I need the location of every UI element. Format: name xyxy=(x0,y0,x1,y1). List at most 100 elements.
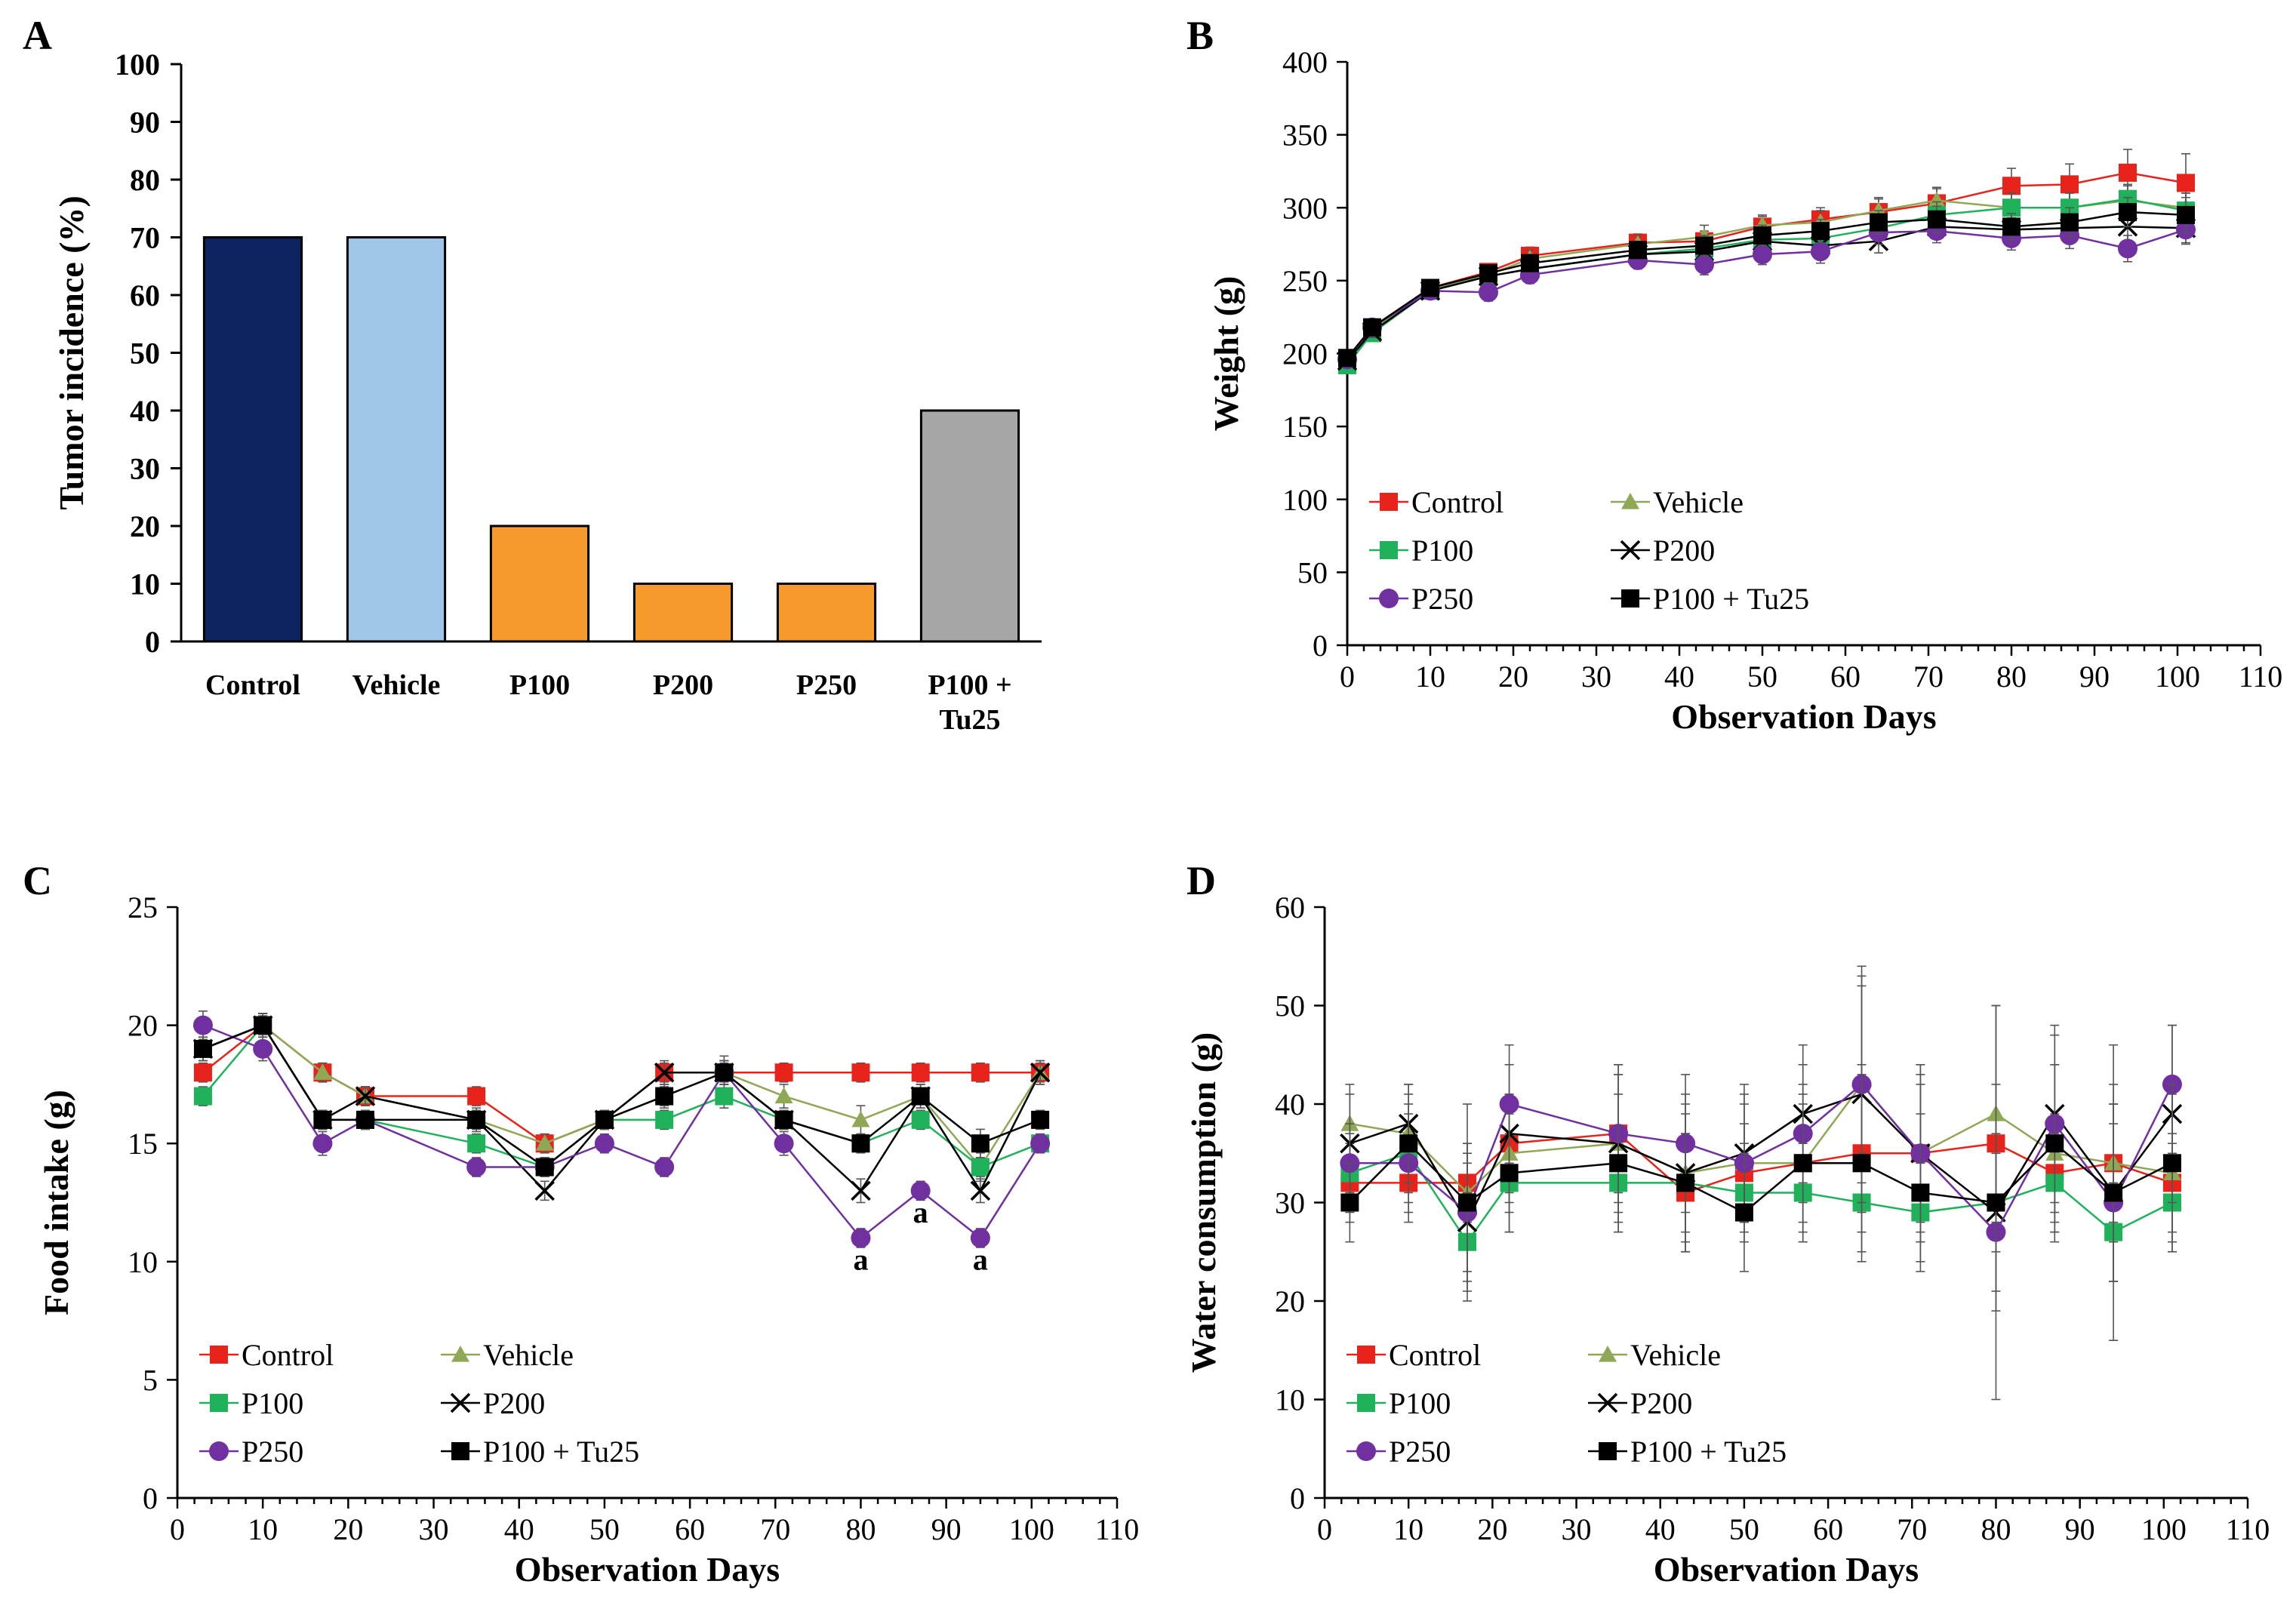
legend-marker xyxy=(210,1394,228,1412)
series-line xyxy=(1349,1152,2173,1244)
data-point xyxy=(654,1157,675,1177)
data-point xyxy=(654,1063,675,1083)
legend-marker xyxy=(1380,541,1398,559)
data-point xyxy=(2177,205,2195,224)
x-tick-label: 50 xyxy=(1747,660,1777,694)
legend-label: Control xyxy=(1389,1338,1481,1372)
legend-label: P100 + Tu25 xyxy=(1630,1435,1787,1469)
legend-item-control: Control xyxy=(199,1338,334,1372)
series-p100-tu25 xyxy=(1340,1004,2181,1401)
y-tick-label: 40 xyxy=(130,394,160,428)
data-point xyxy=(2104,1183,2123,1202)
legend-item-p200: P200 xyxy=(1588,1386,1692,1420)
y-tick-label: 0 xyxy=(1290,1481,1305,1515)
data-point xyxy=(1340,1193,1359,1212)
legend-marker xyxy=(450,1392,471,1413)
data-point-stroke xyxy=(654,1063,675,1083)
legend-label: P100 xyxy=(1389,1386,1451,1420)
x-category-label: Control xyxy=(205,669,300,701)
data-point xyxy=(2061,175,2079,194)
y-tick-label: 350 xyxy=(1282,118,1328,152)
data-point xyxy=(1479,282,1498,303)
x-tick-label: 0 xyxy=(1317,1512,1332,1546)
x-tick-label: 10 xyxy=(1393,1512,1423,1546)
legend-marker xyxy=(1599,1346,1617,1362)
legend-marker xyxy=(1597,1392,1618,1413)
data-point xyxy=(1521,254,1539,272)
x-tick-label: 60 xyxy=(1813,1512,1843,1546)
y-tick-label: 50 xyxy=(1297,555,1328,589)
data-point xyxy=(774,1110,793,1129)
legend-marker xyxy=(1356,1441,1376,1461)
data-point xyxy=(535,1158,554,1177)
data-point xyxy=(313,1063,332,1080)
x-category-label: Tu25 xyxy=(940,704,1001,736)
legend-item-vehicle: Vehicle xyxy=(1588,1338,1721,1372)
legend-marker xyxy=(1599,1442,1617,1460)
legend-item-vehicle: Vehicle xyxy=(441,1338,574,1372)
data-point xyxy=(466,1157,487,1177)
y-tick-label: 20 xyxy=(128,1009,158,1043)
legend-item-vehicle: Vehicle xyxy=(1611,485,1744,519)
legend-label: Vehicle xyxy=(1630,1338,1721,1372)
legend-label: Control xyxy=(1411,485,1503,519)
legend-marker xyxy=(1620,540,1641,561)
data-point xyxy=(1421,278,1439,297)
legend-label: P250 xyxy=(242,1435,303,1469)
y-axis-title: Food intake (g) xyxy=(37,1090,75,1315)
legend-label: P100 + Tu25 xyxy=(1653,582,1809,616)
significance-annotation: a xyxy=(973,1243,988,1277)
y-axis-title: Tumor incidence (%) xyxy=(52,195,91,510)
significance-annotation: a xyxy=(853,1243,868,1277)
data-point xyxy=(1030,1133,1051,1154)
series-line xyxy=(202,1024,1042,1193)
data-point xyxy=(467,1134,486,1153)
data-point xyxy=(535,1134,554,1151)
legend-label: P200 xyxy=(1653,534,1715,568)
panel-d: D 0 10 20 30 40 50 60 70 80 90 100 110 0 10 20 30 40 50 60 O… xyxy=(1184,858,2270,1589)
legend-item-control: Control xyxy=(1347,1338,1481,1372)
data-point xyxy=(1911,1183,1930,1202)
data-point xyxy=(1695,236,1713,255)
data-point xyxy=(911,1063,930,1082)
y-tick-label: 300 xyxy=(1282,191,1328,225)
panel-letter: A xyxy=(23,13,52,58)
data-point xyxy=(467,1110,486,1129)
y-tick-label: 30 xyxy=(130,452,160,486)
data-point xyxy=(1852,1154,1871,1173)
legend-item-p100: P100 xyxy=(1369,534,1473,568)
data-point xyxy=(970,1180,991,1201)
legend-label: P100 + Tu25 xyxy=(483,1435,639,1469)
data-point xyxy=(851,1110,870,1127)
data-point xyxy=(1629,241,1647,260)
legend-marker xyxy=(1357,1394,1375,1412)
x-category-label: Vehicle xyxy=(352,669,441,701)
y-tick-label: 200 xyxy=(1282,337,1328,371)
x-tick-label: 30 xyxy=(419,1512,449,1546)
y-axis-title: Weight (g) xyxy=(1207,276,1245,432)
series-p100-tu25 xyxy=(193,1013,1050,1177)
series-line xyxy=(1350,1082,2173,1195)
x-tick-label: 30 xyxy=(1581,660,1611,694)
legend-marker-stroke xyxy=(450,1392,471,1413)
data-point xyxy=(1734,1203,1753,1222)
data-point xyxy=(595,1110,614,1129)
data-point xyxy=(313,1110,332,1129)
panel-b: B 0 10 20 30 40 50 60 70 80 90 100 110 0 50 100 150 200 25… xyxy=(1186,13,2282,736)
x-tick-label: 110 xyxy=(2239,660,2283,694)
x-axis-title: Observation Days xyxy=(1654,1550,1919,1589)
significance-annotation: a xyxy=(913,1195,928,1229)
x-category-label: P100 + xyxy=(928,669,1011,701)
bar-p200 xyxy=(632,583,734,643)
data-point xyxy=(1458,1193,1477,1212)
data-point xyxy=(1987,1193,2005,1212)
x-category-label: P200 xyxy=(653,669,713,701)
y-tick-label: 80 xyxy=(130,163,160,197)
data-point xyxy=(1031,1110,1050,1129)
legend: Control Vehicle P100 P200 P250 P100 + Tu25 xyxy=(1347,1338,1787,1469)
y-tick-label: 400 xyxy=(1282,45,1328,79)
data-point xyxy=(851,1134,870,1153)
panel-letter: D xyxy=(1186,858,1216,903)
x-tick-label: 80 xyxy=(1981,1512,2011,1546)
x-tick-label: 10 xyxy=(1415,660,1445,694)
